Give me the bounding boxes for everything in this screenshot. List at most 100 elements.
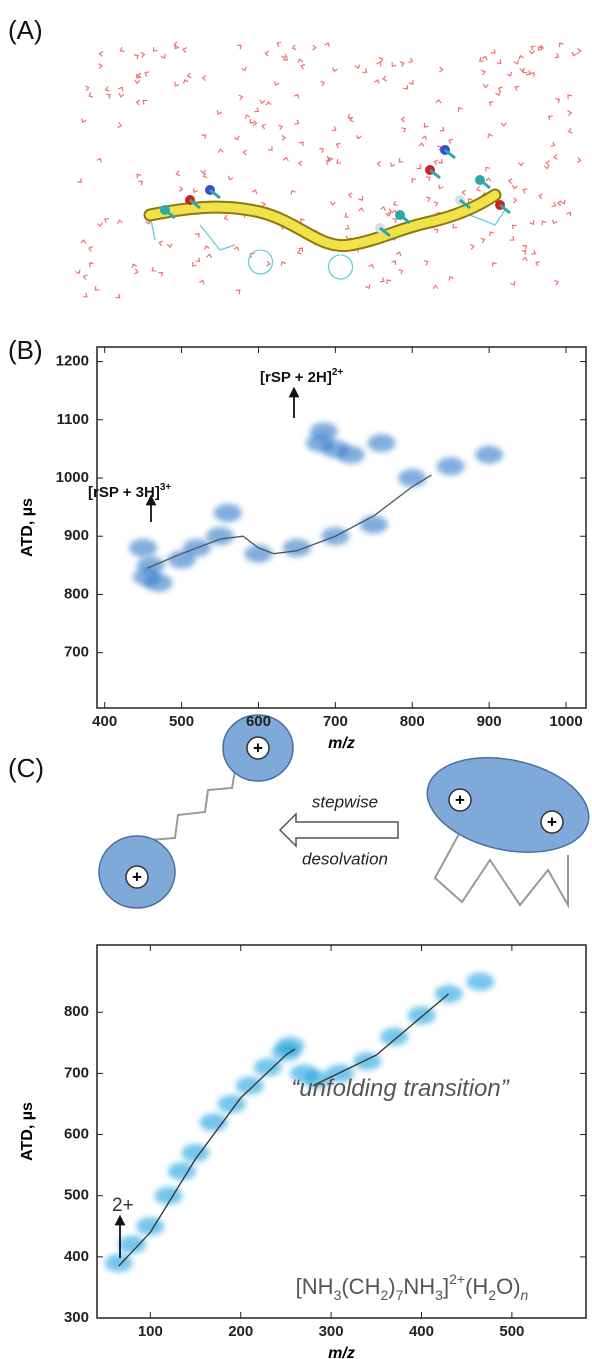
water bbox=[88, 262, 94, 268]
y-tick-label: 800 bbox=[64, 1003, 89, 1020]
water bbox=[495, 91, 501, 97]
water bbox=[202, 172, 208, 179]
water bbox=[96, 157, 102, 163]
charge: + bbox=[547, 812, 557, 831]
water bbox=[509, 235, 515, 241]
water bbox=[182, 78, 189, 84]
water bbox=[325, 160, 331, 165]
water bbox=[320, 80, 326, 87]
density-spot bbox=[144, 573, 173, 592]
formula-part: 2+ bbox=[449, 1271, 465, 1287]
charge: + bbox=[455, 790, 465, 809]
water bbox=[491, 261, 497, 267]
y-tick-label: 700 bbox=[64, 1064, 89, 1081]
density-spot bbox=[359, 515, 388, 534]
water bbox=[134, 54, 139, 60]
water bbox=[506, 71, 512, 77]
water bbox=[482, 55, 488, 61]
water bbox=[437, 158, 443, 164]
water bbox=[297, 160, 303, 167]
water bbox=[392, 200, 398, 207]
side-chain bbox=[199, 224, 236, 251]
y-tick-label: 1200 bbox=[56, 353, 89, 370]
water bbox=[249, 118, 255, 124]
density-spot bbox=[336, 445, 365, 464]
water bbox=[457, 107, 463, 112]
water bbox=[178, 186, 184, 192]
water bbox=[327, 155, 333, 161]
water bbox=[158, 240, 164, 247]
water bbox=[368, 263, 374, 269]
bond bbox=[164, 208, 176, 220]
water bbox=[529, 220, 535, 226]
annotation-superscript: 2+ bbox=[332, 367, 344, 378]
water bbox=[278, 124, 284, 131]
water bbox=[538, 46, 543, 51]
water bbox=[297, 58, 304, 63]
water bbox=[331, 126, 337, 132]
density-spot bbox=[104, 1253, 133, 1272]
density-spot bbox=[199, 1113, 228, 1132]
water bbox=[358, 196, 364, 202]
plot-frame bbox=[96, 944, 587, 1319]
water bbox=[436, 145, 442, 151]
density-spot bbox=[303, 1070, 332, 1089]
water bbox=[329, 201, 336, 206]
water bbox=[233, 245, 240, 251]
density-spot bbox=[167, 1162, 196, 1181]
water bbox=[408, 80, 414, 86]
x-tick-label: 300 bbox=[319, 1323, 344, 1340]
water bbox=[378, 56, 384, 63]
y-tick-label: 400 bbox=[64, 1248, 89, 1265]
formula-part: [NH bbox=[296, 1274, 334, 1299]
water bbox=[365, 284, 371, 290]
water bbox=[560, 199, 566, 205]
density-spot bbox=[475, 445, 504, 464]
water bbox=[280, 260, 287, 266]
water bbox=[118, 86, 124, 92]
water bbox=[298, 247, 303, 252]
formula: [NH3(CH2)7NH3]2+(H2O)n bbox=[296, 1271, 529, 1303]
water bbox=[390, 162, 396, 168]
water bbox=[380, 205, 386, 211]
water bbox=[485, 177, 492, 182]
annotation: 2+ bbox=[112, 1195, 134, 1216]
water bbox=[77, 178, 82, 184]
charge-circle bbox=[540, 810, 564, 834]
water bbox=[432, 284, 439, 290]
water bbox=[512, 197, 518, 204]
water bbox=[344, 212, 350, 218]
water bbox=[489, 231, 495, 237]
x-tick-label: 1000 bbox=[549, 713, 582, 730]
charge: + bbox=[132, 867, 142, 886]
water bbox=[283, 56, 288, 61]
water bbox=[136, 173, 142, 179]
bond bbox=[429, 168, 441, 180]
water bbox=[475, 185, 481, 192]
water bbox=[192, 188, 199, 194]
water bbox=[385, 212, 392, 217]
water bbox=[98, 63, 103, 69]
water bbox=[511, 184, 518, 190]
chart: 300 400 500 600 700 800 100 200 300 400 500 m/z ATD,… bbox=[19, 944, 587, 1359]
formula-part: 3 bbox=[435, 1287, 443, 1303]
water bbox=[538, 193, 543, 200]
water bbox=[448, 138, 454, 144]
fit-line bbox=[118, 1048, 296, 1267]
water bbox=[547, 115, 553, 121]
formula-part: n bbox=[521, 1287, 529, 1303]
water bbox=[217, 148, 224, 154]
chain bbox=[433, 831, 569, 909]
water bbox=[531, 249, 537, 255]
water bbox=[282, 156, 289, 162]
density-spot bbox=[436, 457, 465, 476]
y-tick-label: 700 bbox=[64, 644, 89, 661]
water bbox=[206, 253, 213, 258]
water bbox=[238, 94, 244, 101]
formula-part: 2 bbox=[488, 1287, 496, 1303]
water bbox=[349, 116, 354, 123]
water bbox=[379, 277, 385, 283]
water bbox=[488, 101, 494, 107]
water bbox=[355, 134, 362, 140]
water bbox=[401, 127, 407, 133]
